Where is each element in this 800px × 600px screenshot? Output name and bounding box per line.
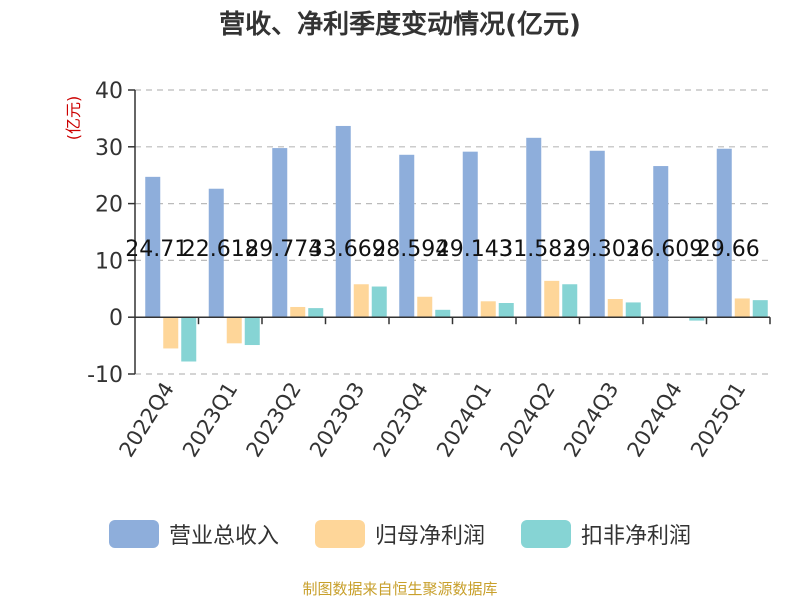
- x-tick-label: 2025Q1: [686, 378, 751, 461]
- bar-2023Q3-营业总收入: [335, 125, 351, 318]
- bar-2023Q2-扣非净利润: [308, 308, 324, 318]
- bar-2024Q2-营业总收入: [526, 137, 542, 318]
- data-label: 26.609: [626, 237, 703, 262]
- bar-2023Q2-归母净利润: [290, 306, 306, 318]
- bar-2024Q3-归母净利润: [607, 299, 623, 318]
- bar-2025Q1-扣非净利润: [752, 300, 768, 318]
- bar-2023Q4-扣非净利润: [435, 309, 451, 318]
- x-tick-label: 2023Q2: [241, 378, 306, 461]
- legend-label: 营业总收入: [168, 524, 279, 549]
- legend-item[interactable]: 营业总收入: [108, 518, 279, 550]
- y-tick-label: 10: [95, 249, 123, 274]
- x-tick-label: 2023Q4: [368, 378, 433, 461]
- legend-label: 归母净利润: [374, 524, 485, 549]
- bar-2024Q2-归母净利润: [544, 280, 560, 318]
- data-label: 31.583: [499, 237, 576, 262]
- data-label: 33.669: [309, 237, 386, 262]
- legend-swatch: [108, 520, 159, 548]
- y-tick-label: 20: [95, 193, 123, 218]
- bar-2023Q1-营业总收入: [208, 188, 224, 318]
- x-tick-label: 2024Q2: [495, 378, 560, 461]
- legend: 营业总收入 归母净利润 扣非净利润: [0, 518, 800, 550]
- bar-2022Q4-营业总收入: [145, 176, 161, 318]
- legend-label: 扣非净利润: [581, 524, 692, 549]
- bar-2023Q2-营业总收入: [272, 148, 288, 318]
- legend-item[interactable]: 归母净利润: [314, 518, 485, 550]
- chart-title: 营收、净利季度变动情况(亿元): [219, 10, 581, 40]
- y-tick-label: 0: [109, 306, 123, 331]
- legend-swatch: [521, 520, 571, 548]
- bar-2025Q1-营业总收入: [716, 148, 732, 318]
- bar-2024Q2-扣非净利润: [562, 284, 578, 318]
- data-label: 22.618: [182, 237, 259, 262]
- bar-2024Q4-营业总收入: [653, 166, 669, 318]
- bar-2023Q3-扣非净利润: [371, 286, 387, 318]
- bar-2023Q1-归母净利润: [226, 317, 242, 344]
- bar-2024Q1-归母净利润: [480, 301, 496, 318]
- x-tick-label: 2022Q4: [114, 378, 179, 461]
- bar-2023Q1-扣非净利润: [244, 317, 260, 346]
- bar-2023Q4-营业总收入: [399, 154, 415, 318]
- y-tick-label: -10: [87, 363, 123, 388]
- data-label: 29.774: [245, 237, 322, 262]
- bar-2024Q4-扣非净利润: [689, 317, 705, 321]
- data-label: 29.66: [697, 237, 760, 262]
- x-tick-label: 2024Q4: [622, 378, 687, 461]
- legend-item[interactable]: 扣非净利润: [521, 518, 691, 550]
- y-axis-unit: (亿元): [64, 96, 83, 141]
- bar-2024Q1-营业总收入: [462, 151, 478, 318]
- data-label: 29.143: [436, 237, 513, 262]
- bar-2024Q3-营业总收入: [589, 150, 605, 318]
- data-label: 29.303: [563, 237, 640, 262]
- y-tick-label: 30: [95, 136, 123, 161]
- bar-2023Q3-归母净利润: [353, 284, 369, 318]
- source-note: 制图数据来自恒生聚源数据库: [302, 580, 498, 598]
- y-tick-label: 40: [95, 79, 123, 104]
- bar-2024Q1-扣非净利润: [498, 303, 514, 318]
- bar-2022Q4-归母净利润: [163, 317, 179, 349]
- legend-swatch: [314, 520, 365, 548]
- chart-plot: -10 0 10 20 30 40 (亿元) 2022Q42023Q12023Q22023Q3…: [64, 79, 771, 461]
- bar-2025Q1-归母净利润: [734, 298, 750, 318]
- bar-2022Q4-扣非净利润: [181, 317, 197, 362]
- bar-2023Q4-归母净利润: [417, 296, 433, 318]
- x-tick-label: 2024Q3: [559, 378, 624, 461]
- data-label: 28.594: [372, 237, 449, 262]
- bar-2024Q3-扣非净利润: [625, 302, 641, 318]
- x-tick-label: 2023Q3: [305, 378, 370, 461]
- data-label: 24.71: [125, 237, 188, 262]
- x-tick-label: 2024Q1: [432, 378, 497, 461]
- x-tick-label: 2023Q1: [178, 378, 243, 461]
